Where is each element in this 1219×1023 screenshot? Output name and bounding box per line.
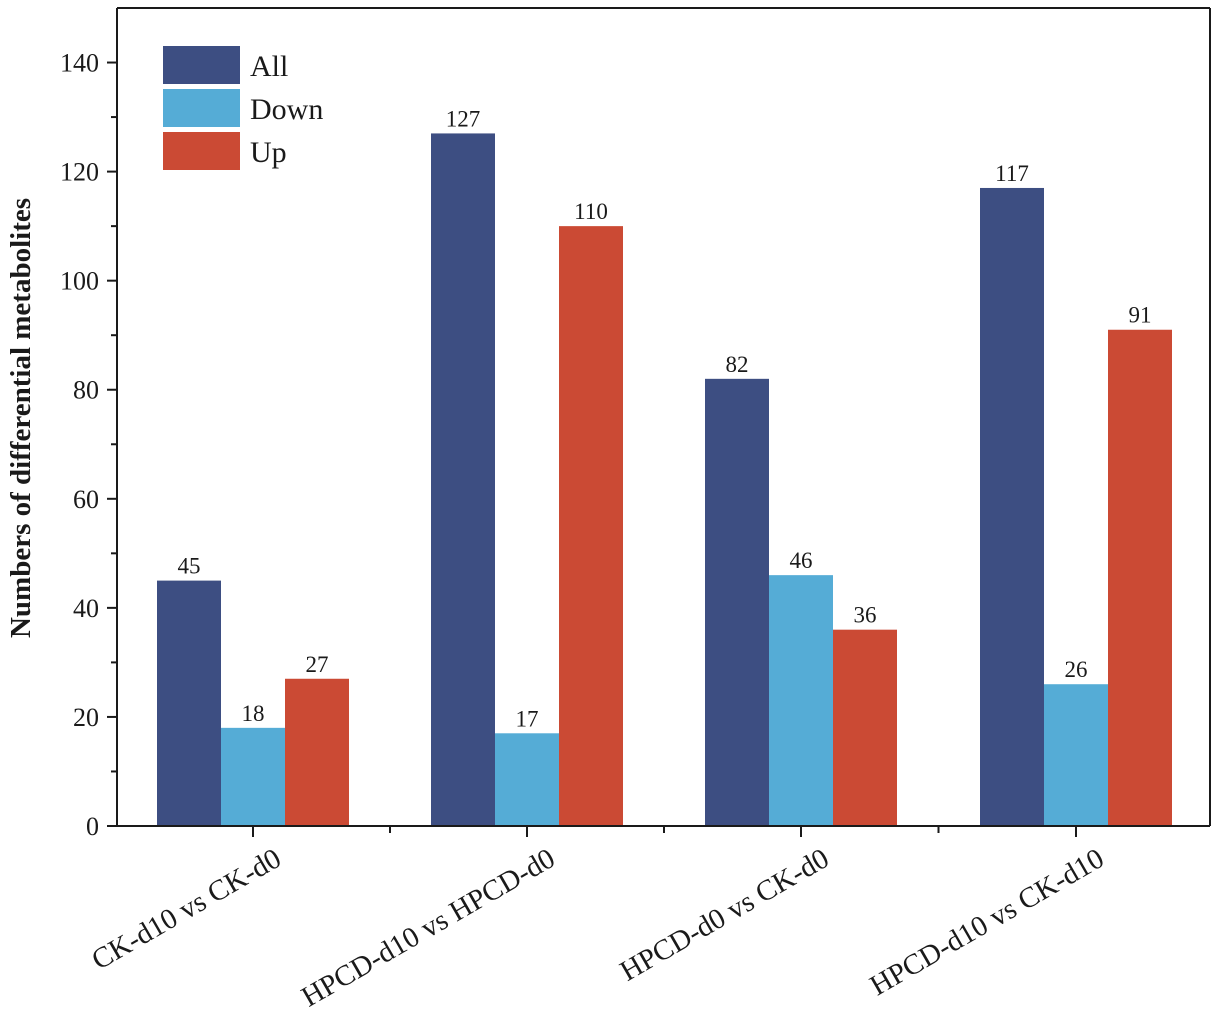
data-label: 117 <box>995 161 1029 186</box>
y-tick-label: 120 <box>60 158 99 187</box>
data-label: 26 <box>1065 657 1088 682</box>
bar-up-3 <box>1108 329 1172 826</box>
data-label: 127 <box>446 106 481 131</box>
y-tick-label: 100 <box>60 267 99 296</box>
bar-up-1 <box>559 226 623 827</box>
y-tick-label: 0 <box>86 812 99 841</box>
y-tick-label: 20 <box>73 703 99 732</box>
bars-layer <box>157 133 1172 827</box>
data-label: 27 <box>306 652 329 677</box>
bar-up-2 <box>833 629 897 826</box>
legend-swatch-down <box>163 89 240 127</box>
x-category-label: HPCD-d10 vs CK-d10 <box>865 842 1110 1002</box>
bar-down-1 <box>495 733 559 826</box>
data-label: 45 <box>178 554 201 579</box>
bar-all-3 <box>980 187 1044 826</box>
data-label: 17 <box>516 706 539 731</box>
legend-label: Down <box>250 93 323 126</box>
x-category-label: HPCD-d10 vs HPCD-d0 <box>296 842 560 1013</box>
legend: All Down Up <box>163 46 323 170</box>
bar-all-0 <box>157 580 221 826</box>
y-tick-label: 60 <box>73 485 99 514</box>
data-label: 46 <box>790 548 813 573</box>
x-category-label: HPCD-d0 vs CK-d0 <box>615 842 835 987</box>
legend-label: All <box>250 50 288 83</box>
y-axis-title: Numbers of differential metabolites <box>5 198 37 638</box>
data-labels-layer: 45 18 27 127 17 110 82 46 36 117 26 91 <box>178 106 1152 731</box>
legend-swatch-all <box>163 46 240 84</box>
bar-down-3 <box>1044 684 1108 826</box>
data-label: 91 <box>1129 303 1152 328</box>
data-label: 110 <box>574 199 608 224</box>
data-label: 82 <box>726 352 749 377</box>
bar-down-2 <box>769 575 833 826</box>
bar-down-0 <box>221 727 285 826</box>
bar-up-0 <box>285 678 349 826</box>
y-tick-label: 80 <box>73 376 99 405</box>
y-tick-label: 140 <box>60 49 99 78</box>
legend-label: Up <box>250 136 287 169</box>
y-tick-label: 40 <box>73 594 99 623</box>
legend-swatch-up <box>163 132 240 170</box>
data-label: 36 <box>854 603 877 628</box>
data-label: 18 <box>242 701 265 726</box>
bar-all-2 <box>705 378 769 826</box>
bar-all-1 <box>431 133 495 827</box>
x-category-label: CK-d10 vs CK-d0 <box>86 842 286 976</box>
